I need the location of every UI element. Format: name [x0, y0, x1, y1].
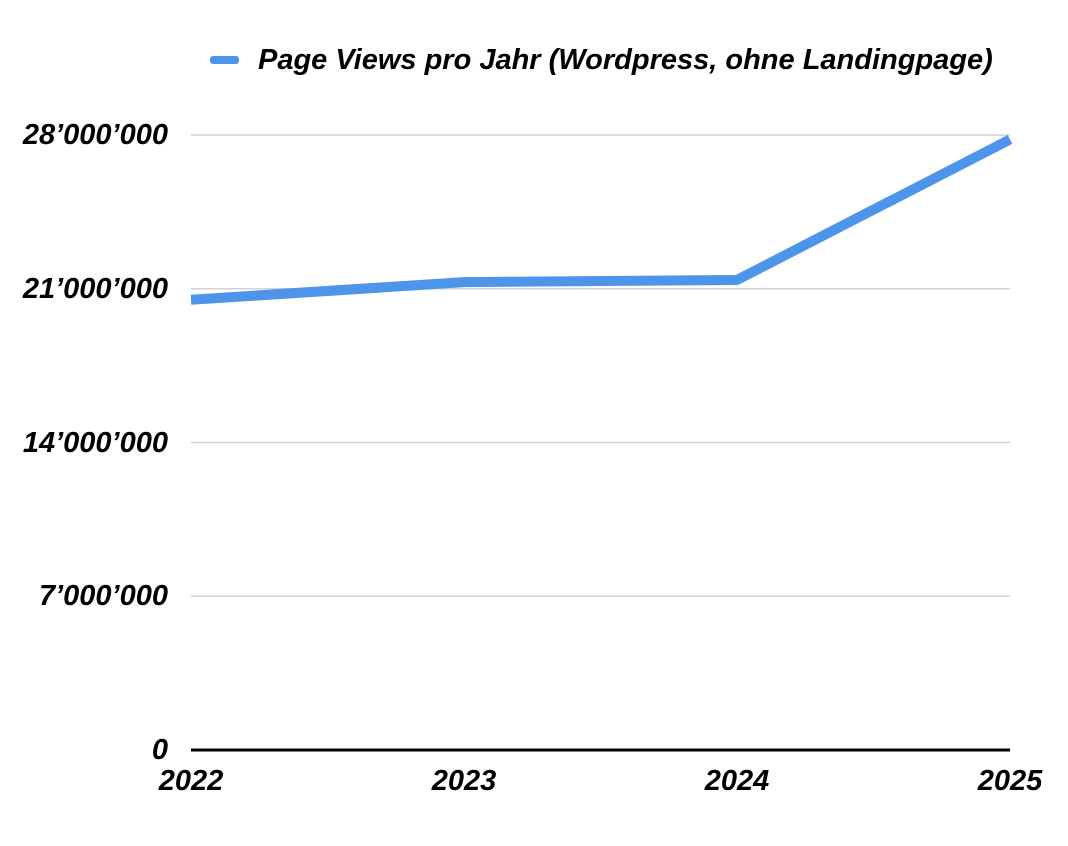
chart-legend: Page Views pro Jahr (Wordpress, ohne Lan…: [210, 45, 993, 75]
y-axis-tick-label: 21’000’000: [22, 272, 168, 305]
x-axis-tick-label: 2023: [431, 765, 497, 797]
legend-series-label: Page Views pro Jahr (Wordpress, ohne Lan…: [258, 44, 993, 76]
data-series-line: [190, 134, 1013, 305]
y-axis-tick-label: 14’000’000: [22, 426, 168, 459]
y-axis-tick-label: 7’000’000: [38, 580, 168, 613]
x-axis-tick-label: 2022: [158, 765, 224, 797]
y-axis-tick-label: 0: [151, 734, 168, 766]
legend-line-swatch-icon: [210, 56, 239, 64]
x-axis-tick-label: 2025: [977, 765, 1043, 797]
x-axis-tick-label: 2024: [704, 765, 770, 797]
y-axis-tick-label: 28’000’000: [22, 119, 168, 151]
